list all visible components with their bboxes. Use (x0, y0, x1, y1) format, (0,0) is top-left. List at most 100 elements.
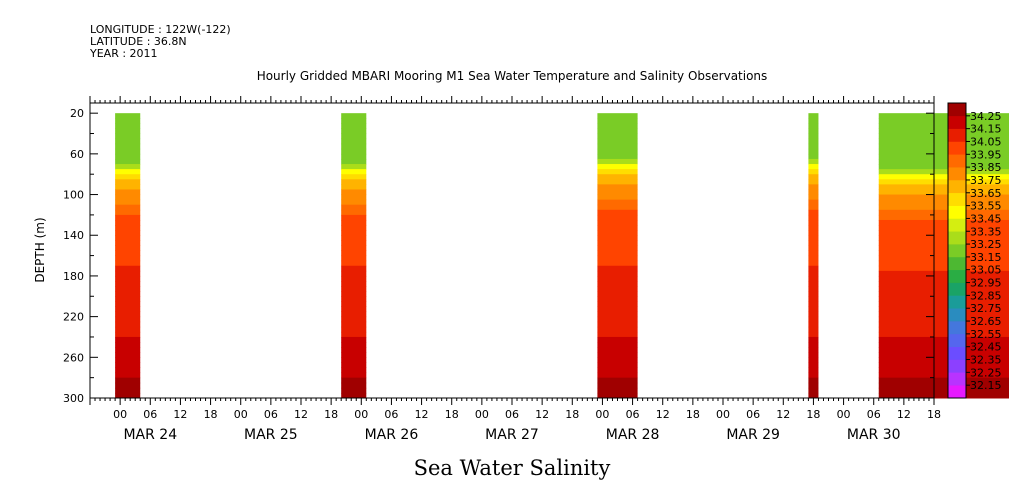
salinity-cell (597, 179, 638, 185)
salinity-cell (808, 316, 819, 323)
salinity-cell (115, 184, 141, 190)
salinity-cell (597, 194, 638, 201)
salinity-cell (115, 245, 141, 251)
salinity-cell (341, 113, 367, 119)
salinity-cell (341, 240, 367, 246)
salinity-cell (115, 357, 141, 363)
salinity-cell (115, 143, 141, 150)
salinity-cell (341, 382, 367, 389)
salinity-cell (878, 143, 1009, 150)
salinity-cell (878, 245, 1009, 251)
colorbar-label: 34.15 (970, 123, 1002, 136)
salinity-cell (808, 275, 819, 282)
salinity-cell (878, 306, 1009, 313)
x-tick-label: 12 (897, 408, 911, 421)
longitude-label: LONGITUDE : 122W(-122) (90, 23, 231, 36)
salinity-cell (878, 235, 1009, 241)
salinity-cell (341, 372, 367, 379)
salinity-cell (878, 347, 1009, 353)
salinity-cell (878, 291, 1009, 297)
salinity-cell (878, 377, 1009, 384)
colorbar-label: 32.75 (970, 302, 1002, 315)
salinity-cell (597, 199, 638, 206)
x-tick-label: 00 (595, 408, 609, 421)
x-tick-label: 06 (505, 408, 519, 421)
salinity-cell (597, 342, 638, 348)
salinity-cell (115, 362, 141, 368)
salinity-cell (341, 255, 367, 262)
latitude-label: LATITUDE : 36.8N (90, 35, 187, 48)
salinity-cell (115, 377, 141, 384)
x-tick-label: 00 (837, 408, 851, 421)
x-tick-label: 18 (204, 408, 218, 421)
salinity-cell (808, 250, 819, 257)
x-tick-label: 18 (686, 408, 700, 421)
colorbar-swatch (948, 295, 966, 309)
salinity-cell (878, 265, 1009, 272)
colorbar-swatch (948, 192, 966, 206)
salinity-cell (341, 235, 367, 241)
y-tick-label: 260 (63, 351, 84, 364)
salinity-cell (878, 204, 1009, 211)
salinity-cell (115, 250, 141, 257)
salinity-cell (115, 270, 141, 277)
salinity-cell (808, 209, 819, 216)
salinity-cell (808, 326, 819, 333)
salinity-cell (878, 382, 1009, 389)
salinity-cell (115, 230, 141, 236)
salinity-cell (597, 367, 638, 374)
salinity-cell (341, 143, 367, 150)
salinity-cell (115, 352, 141, 358)
salinity-cell (341, 133, 367, 140)
colorbar-swatch (948, 372, 966, 386)
colorbar: 32.1532.2532.3532.4532.5532.6532.7532.85… (947, 102, 1002, 399)
salinity-cell (115, 240, 141, 246)
colorbar-swatch (948, 218, 966, 232)
salinity-cell (808, 123, 819, 129)
salinity-cell (878, 113, 1009, 119)
y-tick-label: 220 (63, 311, 84, 324)
salinity-cell (878, 270, 1009, 277)
salinity-cell (341, 296, 367, 302)
salinity-cell (808, 153, 819, 160)
salinity-cell (115, 336, 141, 343)
salinity-cell (808, 372, 819, 379)
salinity-cell (808, 377, 819, 384)
salinity-cell (115, 189, 141, 196)
salinity-cell (597, 158, 638, 165)
colorbar-swatch (948, 333, 966, 347)
x-tick-label: 00 (354, 408, 368, 421)
salinity-cell (597, 164, 638, 170)
salinity-cell (878, 275, 1009, 282)
x-tick-label: 12 (776, 408, 790, 421)
salinity-cell (878, 362, 1009, 368)
salinity-cell (341, 377, 367, 384)
salinity-cell (115, 326, 141, 333)
colorbar-label: 33.45 (970, 212, 1002, 225)
salinity-cell (878, 331, 1009, 338)
colorbar-label: 32.45 (970, 341, 1002, 354)
salinity-cell (115, 179, 141, 185)
salinity-cell (597, 372, 638, 379)
salinity-cell (808, 270, 819, 277)
salinity-cell (597, 270, 638, 277)
salinity-cell (808, 357, 819, 363)
salinity-cell (808, 311, 819, 318)
colorbar-swatch (948, 256, 966, 271)
salinity-cell (597, 209, 638, 216)
salinity-cell (878, 219, 1009, 226)
colorbar-label: 32.15 (970, 379, 1002, 392)
salinity-cell (878, 281, 1009, 287)
salinity-cell (115, 260, 141, 267)
colorbar-label: 32.25 (970, 366, 1002, 379)
colorbar-label: 33.15 (970, 251, 1002, 264)
salinity-cell (878, 260, 1009, 267)
salinity-cell (808, 204, 819, 211)
salinity-cell (878, 225, 1009, 231)
salinity-cell (597, 230, 638, 236)
salinity-cell (115, 214, 141, 221)
x-tick-label: 12 (415, 408, 429, 421)
y-tick-label: 140 (63, 229, 84, 242)
salinity-cell (878, 286, 1009, 292)
salinity-cell (878, 296, 1009, 302)
